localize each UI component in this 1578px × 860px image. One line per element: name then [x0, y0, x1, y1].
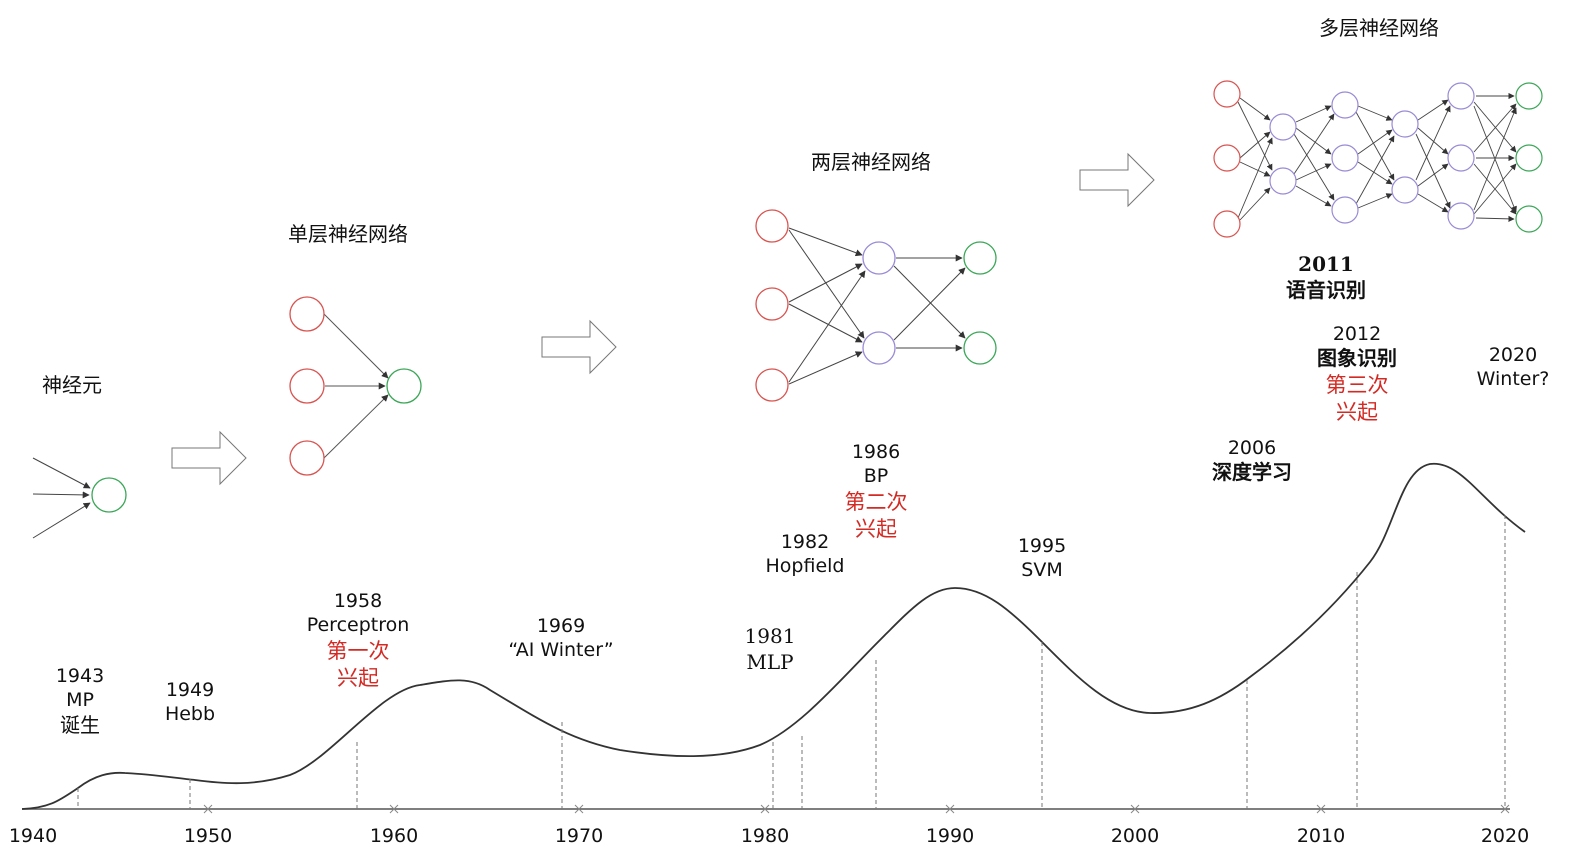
- multi-layer-network: [1213, 80, 1543, 238]
- event-1958-wave: 第一次: [326, 638, 390, 663]
- event-2020: 2020 Winter?: [1470, 343, 1556, 392]
- event-1943: 1943 MP 诞生: [40, 664, 120, 738]
- event-1969-name: “AI Winter”: [508, 639, 614, 662]
- event-2006-year: 2006: [1227, 437, 1277, 459]
- neuron-diagram: [32, 457, 127, 539]
- hype-curve: [21, 462, 1526, 810]
- title-two-layer: 两层神经网络: [811, 150, 931, 174]
- event-1969: 1969 “AI Winter”: [490, 614, 632, 663]
- axis-tick-1980: 1980: [740, 825, 790, 847]
- title-single-layer: 单层神经网络: [288, 222, 408, 246]
- axis-tick-1940: 1940: [8, 825, 58, 847]
- axis-tick-1990: 1990: [925, 825, 975, 847]
- axis-tick-1970: 1970: [554, 825, 604, 847]
- event-2011-name: 语音识别: [1286, 277, 1366, 302]
- single-layer-network: [289, 296, 422, 476]
- axis-tick-1950: 1950: [183, 825, 233, 847]
- event-1949-year: 1949: [165, 679, 215, 701]
- axis-minor-ticks: [203, 804, 1510, 814]
- event-1943-note: 诞生: [60, 712, 100, 737]
- event-1949: 1949 Hebb: [150, 678, 230, 727]
- axis-tick-1960: 1960: [369, 825, 419, 847]
- title-neuron: 神经元: [42, 373, 102, 397]
- event-1982-year: 1982: [780, 531, 830, 553]
- title-multi-layer: 多层神经网络: [1319, 16, 1439, 40]
- event-2011-year: 2011: [1298, 252, 1354, 276]
- arrow-3: [1079, 152, 1155, 208]
- event-2006: 2006 深度学习: [1202, 436, 1302, 486]
- event-1958-name: Perceptron: [306, 614, 410, 637]
- event-1949-name: Hebb: [164, 703, 216, 726]
- event-2006-name: 深度学习: [1212, 460, 1292, 485]
- event-1943-year: 1943: [55, 665, 105, 687]
- axis-tick-2010: 2010: [1296, 825, 1346, 847]
- event-1981-year: 1981: [744, 624, 796, 648]
- event-1986: 1986 BP 第二次 兴起: [826, 440, 926, 542]
- event-1982-name: Hopfield: [765, 555, 845, 578]
- axis-tick-2000: 2000: [1110, 825, 1160, 847]
- event-1958-wave2: 兴起: [337, 665, 379, 690]
- event-2012-year: 2012: [1332, 323, 1382, 345]
- event-1986-name: BP: [863, 465, 889, 488]
- event-1986-wave2: 兴起: [855, 516, 897, 541]
- event-guide-lines: [77, 515, 1506, 809]
- event-1982: 1982 Hopfield: [755, 530, 855, 579]
- event-2012-name: 图象识别: [1317, 346, 1397, 371]
- event-1958: 1958 Perceptron 第一次 兴起: [298, 589, 418, 691]
- event-2020-year: 2020: [1488, 344, 1538, 366]
- event-2020-name: Winter?: [1476, 368, 1550, 391]
- event-1981-name: MLP: [746, 649, 794, 674]
- event-1981: 1981 MLP: [730, 624, 810, 675]
- event-1986-year: 1986: [851, 441, 901, 463]
- event-1986-wave: 第二次: [844, 489, 908, 514]
- event-1943-name: MP: [66, 689, 94, 712]
- event-1958-year: 1958: [333, 590, 383, 612]
- axis-tick-2020: 2020: [1480, 825, 1530, 847]
- event-1969-year: 1969: [536, 615, 586, 637]
- event-1995-year: 1995: [1017, 535, 1067, 557]
- event-1995: 1995 SVM: [1002, 534, 1082, 583]
- event-1995-name: SVM: [1021, 559, 1063, 582]
- event-2012-wave2: 兴起: [1336, 399, 1378, 424]
- event-2012-wave: 第三次: [1325, 372, 1389, 397]
- two-layer-network: [755, 209, 997, 402]
- event-2012: 2012 图象识别 第三次 兴起: [1297, 322, 1417, 426]
- arrow-2: [541, 319, 617, 375]
- event-2011: 2011 语音识别: [1266, 252, 1386, 303]
- arrow-1: [171, 430, 247, 486]
